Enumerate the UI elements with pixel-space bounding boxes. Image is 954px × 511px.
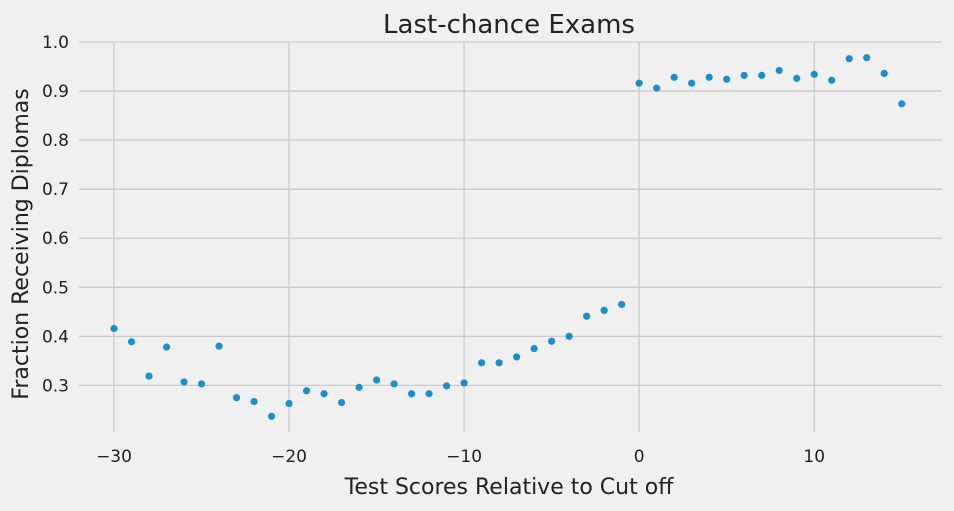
y-tick-label: 0.6 — [42, 229, 69, 249]
data-point — [723, 75, 731, 83]
y-tick-label: 0.5 — [42, 278, 69, 298]
grid-lines — [79, 41, 942, 432]
data-point — [600, 306, 608, 314]
y-tick-label: 1.0 — [42, 33, 69, 53]
data-point — [267, 412, 276, 420]
data-points — [110, 54, 906, 420]
data-point — [793, 74, 801, 82]
data-point — [513, 353, 521, 361]
data-point — [548, 337, 556, 345]
data-point — [775, 66, 783, 75]
data-point — [583, 312, 591, 320]
data-point — [127, 338, 136, 346]
x-tick-label: 0 — [634, 447, 645, 467]
x-tick-label: −30 — [96, 447, 132, 467]
data-point — [425, 390, 433, 398]
y-tick-label: 0.4 — [42, 327, 69, 347]
data-point — [232, 394, 241, 402]
data-point — [653, 84, 661, 92]
data-point — [530, 345, 538, 353]
data-point — [390, 380, 398, 388]
data-point — [355, 383, 363, 391]
data-point — [110, 324, 118, 333]
data-point — [215, 342, 223, 350]
data-point — [145, 372, 153, 380]
chart-title: Last-chance Exams — [383, 10, 635, 40]
y-tick-label: 0.8 — [42, 131, 69, 151]
data-point — [320, 390, 328, 398]
data-point — [898, 100, 906, 108]
x-tick-label: −10 — [446, 447, 482, 467]
data-point — [302, 387, 311, 395]
data-point — [180, 378, 188, 386]
y-tick-label: 0.3 — [42, 376, 69, 396]
y-tick-label: 0.7 — [42, 180, 69, 200]
data-point — [688, 79, 696, 87]
data-point — [443, 382, 451, 390]
data-point — [828, 76, 836, 84]
data-point — [197, 380, 206, 388]
data-point — [460, 379, 468, 387]
y-axis-label: Fraction Receiving Diplomas — [9, 88, 34, 399]
data-point — [880, 69, 888, 77]
data-point — [740, 71, 748, 79]
data-point — [337, 398, 346, 407]
data-point — [162, 343, 171, 351]
data-point — [495, 359, 503, 367]
data-point — [758, 71, 766, 79]
x-axis-label: Test Scores Relative to Cut off — [344, 475, 675, 500]
data-point — [845, 55, 853, 63]
data-point — [478, 359, 486, 367]
y-tick-labels: 0.3 0.4 0.5 0.6 0.7 0.8 0.9 1.0 — [42, 33, 69, 396]
x-tick-label: −20 — [271, 447, 307, 467]
data-point — [407, 390, 416, 398]
data-point — [863, 54, 871, 62]
y-tick-label: 0.9 — [42, 82, 69, 102]
x-tick-label: 10 — [803, 447, 825, 467]
data-point — [372, 376, 381, 384]
data-point — [285, 399, 293, 408]
data-point — [618, 300, 626, 309]
x-tick-labels: −30 −20 −10 0 10 — [96, 447, 825, 467]
data-point — [810, 70, 818, 78]
data-point — [705, 73, 713, 81]
data-point — [565, 332, 573, 340]
data-point — [670, 73, 678, 81]
data-point — [635, 79, 643, 87]
data-point — [250, 397, 258, 406]
